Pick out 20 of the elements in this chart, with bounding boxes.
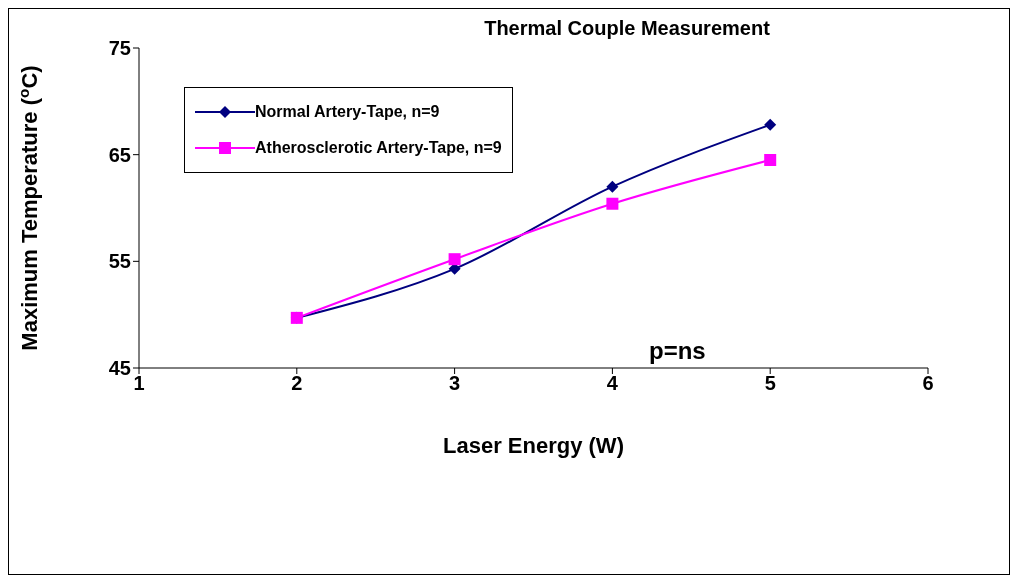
y-tick-label: 55 <box>108 250 131 273</box>
point <box>764 118 777 131</box>
legend-label: Normal Artery-Tape, n=9 <box>255 103 440 121</box>
x-tick-label: 5 <box>764 372 776 395</box>
x-tick-label: 2 <box>291 372 303 395</box>
point <box>606 197 619 210</box>
x-tick-label: 4 <box>606 372 619 395</box>
legend-label: Atherosclerotic Artery-Tape, n=9 <box>255 139 502 157</box>
point <box>448 253 461 266</box>
point <box>764 154 777 166</box>
y-tick-label: 65 <box>108 143 131 166</box>
x-tick-label: 1 <box>133 372 145 395</box>
point <box>606 180 619 193</box>
x-axis-title: Laser Energy (W) <box>443 433 624 458</box>
chart-title: Thermal Couple Measurement <box>483 17 771 40</box>
annotation: p=ns <box>649 337 706 365</box>
x-tick-label: 3 <box>449 372 461 395</box>
y-tick-label: 75 <box>108 37 131 60</box>
x-tick-label: 6 <box>922 372 934 395</box>
y-tick-label: 45 <box>108 357 131 380</box>
